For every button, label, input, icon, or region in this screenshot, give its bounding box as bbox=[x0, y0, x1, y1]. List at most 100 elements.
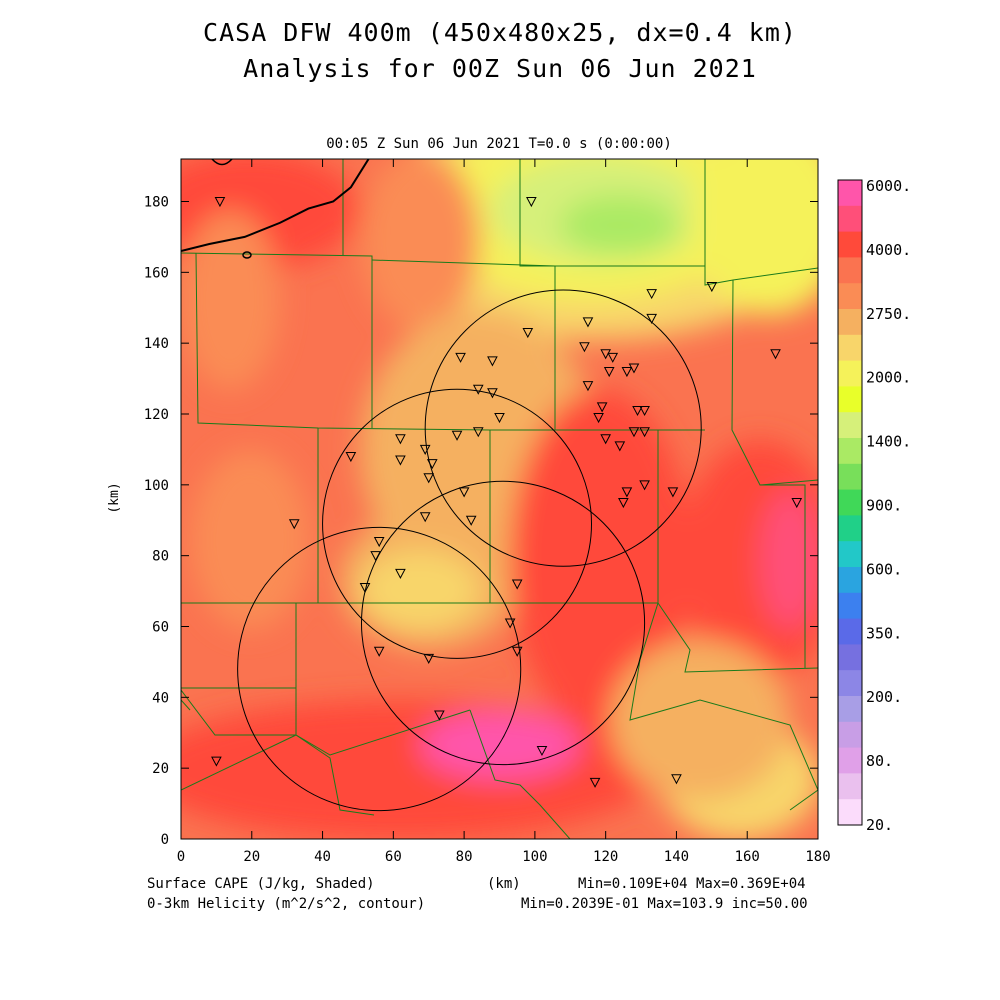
x-tick-label: 0 bbox=[177, 849, 185, 865]
colorbar-swatch bbox=[838, 438, 862, 465]
colorbar-swatch bbox=[838, 283, 862, 310]
station-marker bbox=[628, 363, 640, 374]
x-tick-label: 80 bbox=[456, 849, 473, 865]
station-marker bbox=[494, 413, 505, 424]
radar-rings bbox=[237, 289, 702, 812]
station-marker bbox=[458, 487, 470, 498]
colorbar-swatch bbox=[838, 618, 862, 645]
y-tick-label: 80 bbox=[152, 549, 169, 565]
colorbar-swatch bbox=[838, 205, 862, 233]
colorbar-swatch bbox=[838, 541, 862, 568]
x-tick-label: 160 bbox=[735, 849, 760, 865]
station-marker bbox=[288, 519, 300, 530]
title-line-2: Analysis for 00Z Sun 06 Jun 2021 bbox=[243, 54, 757, 83]
footer-center: (km) bbox=[487, 876, 521, 892]
x-tick-label: 120 bbox=[593, 849, 618, 865]
station-marker bbox=[600, 434, 611, 445]
x-tick-label: 140 bbox=[664, 849, 689, 865]
colorbar-swatch bbox=[838, 489, 862, 516]
colorbar-swatch bbox=[838, 231, 862, 258]
y-tick-label: 20 bbox=[152, 761, 169, 777]
station-marker bbox=[395, 455, 406, 466]
radar-ring-3 bbox=[360, 480, 646, 766]
station-marker bbox=[345, 452, 357, 463]
footer-left-1: Surface CAPE (J/kg, Shaded) bbox=[147, 876, 375, 892]
colorbar-swatch bbox=[838, 334, 862, 362]
station-marker bbox=[603, 367, 615, 378]
station-marker bbox=[419, 512, 431, 523]
station-marker bbox=[621, 487, 633, 498]
colorbar-swatch bbox=[838, 592, 862, 620]
colorbar-label: 20. bbox=[866, 816, 893, 834]
colorbar-label: 4000. bbox=[866, 241, 911, 259]
station-marker bbox=[395, 434, 406, 445]
x-tick-label: 20 bbox=[243, 849, 260, 865]
station-marker bbox=[646, 313, 658, 324]
station-marker bbox=[536, 745, 548, 757]
colorbar-swatch bbox=[838, 309, 862, 336]
station-marker bbox=[671, 774, 682, 785]
station-marker bbox=[373, 537, 385, 548]
colorbar-label: 200. bbox=[866, 688, 902, 706]
radar-ring-4 bbox=[237, 526, 522, 812]
station-marker bbox=[472, 384, 484, 395]
title-line-1: CASA DFW 400m (450x480x25, dx=0.4 km) bbox=[203, 18, 797, 47]
station-marker bbox=[646, 289, 658, 300]
footer-left-2: 0-3km Helicity (m^2/s^2, contour) bbox=[147, 896, 426, 912]
colorbar-label: 350. bbox=[866, 624, 902, 642]
station-marker bbox=[511, 646, 523, 657]
station-marker bbox=[791, 498, 803, 509]
station-marker bbox=[511, 579, 523, 590]
radar-ring-1 bbox=[322, 388, 593, 659]
colorbar-swatch bbox=[838, 747, 862, 774]
colorbar: 6000. 4000. 2750. 2000. 1400. 900. 600. 350. 200… bbox=[837, 177, 911, 834]
station-marker bbox=[359, 583, 371, 594]
station-marker bbox=[596, 402, 608, 413]
y-axis-label: (km) bbox=[107, 482, 122, 513]
helicity-contours bbox=[181, 159, 370, 259]
station-marker bbox=[582, 381, 594, 392]
y-axis: 0 20 40 60 80 100 120 140 160 180 bbox=[144, 195, 818, 848]
colorbar-swatch bbox=[838, 644, 862, 671]
station-marker bbox=[593, 413, 604, 424]
station-marker bbox=[618, 498, 629, 509]
colorbar-label: 6000. bbox=[866, 177, 911, 195]
station-marker bbox=[211, 756, 222, 767]
station-marker bbox=[770, 349, 781, 360]
station-marker bbox=[487, 388, 498, 399]
cape-field bbox=[181, 159, 818, 839]
station-marker bbox=[504, 618, 516, 629]
station-marker bbox=[579, 342, 590, 353]
station-marker bbox=[426, 459, 438, 470]
station-marker bbox=[434, 710, 445, 721]
plot-subtitle: 00:05 Z Sun 06 Jun 2021 T=0.0 s (0:00:00… bbox=[326, 136, 672, 152]
station-marker bbox=[706, 282, 718, 293]
station-marker bbox=[667, 487, 679, 498]
colorbar-label: 1400. bbox=[866, 433, 911, 451]
station-marker bbox=[455, 352, 466, 363]
y-tick-label: 100 bbox=[144, 478, 169, 494]
station-marker bbox=[214, 197, 226, 208]
station-marker bbox=[607, 352, 619, 363]
colorbar-label: 2000. bbox=[866, 369, 911, 387]
station-markers bbox=[211, 197, 803, 788]
y-tick-label: 140 bbox=[144, 336, 169, 352]
colorbar-label: 2750. bbox=[866, 305, 911, 323]
y-tick-label: 120 bbox=[144, 407, 169, 423]
station-marker bbox=[395, 568, 406, 579]
colorbar-swatch bbox=[838, 799, 862, 826]
colorbar-swatch bbox=[838, 257, 862, 284]
station-marker bbox=[582, 317, 594, 328]
colorbar-swatch bbox=[838, 463, 862, 491]
station-marker bbox=[589, 777, 601, 788]
colorbar-swatch bbox=[838, 696, 862, 723]
y-tick-label: 60 bbox=[152, 620, 169, 636]
station-marker bbox=[373, 646, 385, 657]
station-marker bbox=[423, 653, 435, 664]
station-marker bbox=[370, 551, 381, 562]
colorbar-swatch bbox=[838, 386, 862, 413]
station-marker bbox=[600, 349, 611, 360]
colorbar-swatch bbox=[838, 721, 862, 749]
y-tick-label: 40 bbox=[152, 690, 169, 706]
x-tick-label: 40 bbox=[314, 849, 331, 865]
